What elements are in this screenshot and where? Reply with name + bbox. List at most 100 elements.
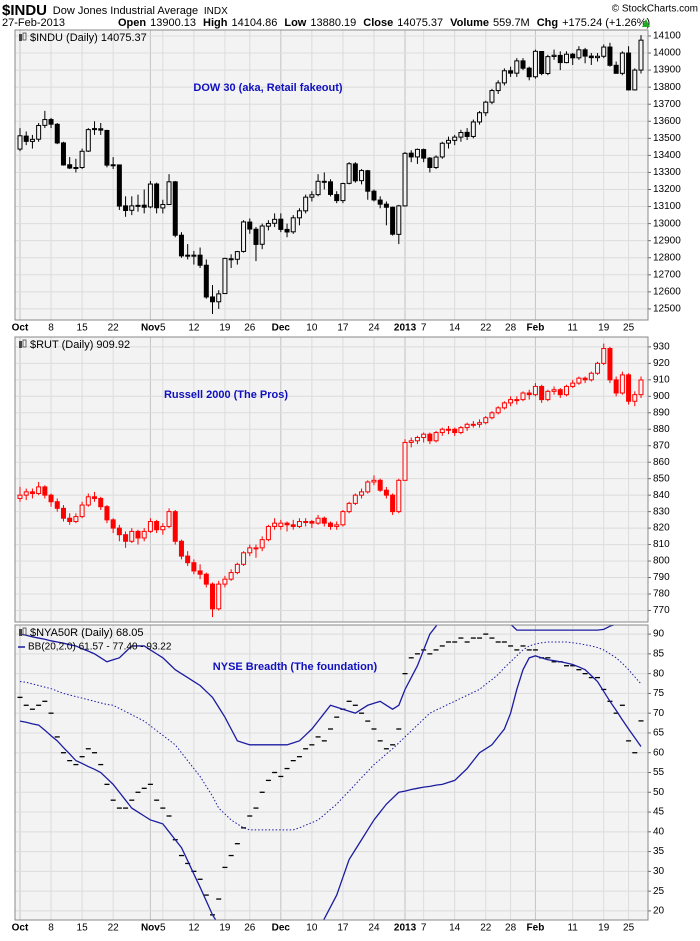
candle-body: [247, 547, 253, 554]
candle-body: [303, 521, 309, 524]
title-icon: [22, 339, 27, 348]
y-tick-label: 85: [653, 649, 665, 660]
x-tick-label: 11: [567, 323, 578, 334]
candle-body: [346, 502, 352, 513]
y-tick-label: 910: [653, 374, 670, 385]
candle-body: [551, 54, 557, 57]
candle-body: [532, 385, 538, 396]
candle-body: [290, 217, 296, 233]
x-tick-label: 2013: [394, 923, 417, 934]
panel-title: $NYA50R (Daily) 68.05: [30, 627, 144, 639]
y-tick-label: 13800: [653, 82, 681, 93]
x-tick-label: Oct: [12, 923, 29, 934]
candle-body: [371, 190, 377, 201]
candle-body: [588, 55, 594, 59]
candle-body: [563, 385, 569, 396]
candle-body: [601, 46, 607, 57]
candle-body: [54, 123, 60, 144]
candle-body: [191, 254, 197, 257]
candle-body: [234, 563, 240, 574]
candle-body: [340, 183, 346, 202]
x-tick-label: Dec: [272, 923, 291, 934]
candle-body: [495, 82, 501, 92]
candle-body: [110, 519, 116, 529]
y-tick-label: 40: [653, 826, 665, 837]
candle-body: [371, 479, 377, 483]
candle-body: [104, 506, 110, 521]
candle-body: [85, 129, 91, 152]
candle-body: [60, 142, 66, 166]
candle-body: [303, 196, 309, 212]
x-tick-label: Nov: [141, 323, 160, 334]
candle-body: [265, 525, 271, 541]
y-tick-label: 12900: [653, 235, 681, 246]
candle-body: [576, 49, 582, 59]
candle-body: [495, 407, 501, 414]
candle-body: [508, 70, 514, 74]
candle-body: [365, 170, 371, 192]
y-tick-label: 13100: [653, 201, 681, 212]
candle-body: [197, 254, 203, 266]
candle-body: [197, 570, 203, 575]
x-tick-label: Feb: [527, 923, 545, 934]
candle-body: [135, 204, 141, 207]
x-tick-label: 26: [244, 923, 256, 934]
candle-body: [551, 389, 557, 392]
candle-body: [570, 53, 576, 59]
x-tick-label: 19: [219, 923, 231, 934]
x-tick-label: 15: [77, 923, 89, 934]
candle-body: [352, 163, 358, 182]
candle-body: [607, 348, 613, 381]
candle-body: [129, 530, 135, 542]
credit: © StockCharts.com: [612, 4, 698, 15]
x-tick-label: 22: [480, 323, 492, 334]
candle-body: [464, 423, 470, 429]
x-tick-label: 17: [337, 323, 349, 334]
candle-body: [421, 149, 427, 159]
candle-body: [278, 522, 284, 527]
y-tick-label: 12800: [653, 252, 681, 263]
candle-body: [60, 507, 66, 519]
candle-body: [29, 138, 35, 142]
candle-body: [73, 516, 79, 523]
candle-body: [178, 540, 184, 557]
candle-body: [166, 181, 172, 206]
candle-body: [619, 374, 625, 394]
x-tick-label: 2013: [394, 323, 417, 334]
candle-body: [545, 56, 551, 74]
x-tick-label: 14: [449, 323, 461, 334]
candle-body: [92, 128, 98, 131]
candle-body: [570, 382, 576, 387]
candle-body: [452, 136, 458, 141]
candle-body: [309, 521, 315, 524]
exchange: INDX: [204, 6, 228, 17]
candle-body: [396, 479, 402, 513]
candle-body: [48, 119, 54, 125]
y-tick-label: 45: [653, 807, 665, 818]
date: 27-Feb-2013: [2, 17, 65, 29]
candle-body: [73, 166, 79, 169]
candle-body: [433, 432, 439, 442]
x-tick-label: 15: [77, 323, 89, 334]
y-tick-label: 820: [653, 523, 670, 534]
x-tick-label: 22: [108, 323, 120, 334]
candle-body: [36, 125, 42, 140]
panel-title: $RUT (Daily) 909.92: [30, 339, 130, 351]
candle-body: [160, 525, 166, 531]
candle-body: [545, 390, 551, 401]
candle-body: [296, 521, 302, 527]
title-icon: [19, 341, 22, 348]
stat-value: 14075.37: [397, 17, 443, 29]
candle-body: [321, 517, 327, 524]
candle-body: [334, 194, 340, 202]
plot-background: [15, 337, 648, 622]
candle-body: [315, 517, 321, 524]
candle-body: [309, 194, 315, 198]
candle-body: [439, 428, 445, 434]
candle-body: [483, 101, 489, 114]
x-tick-label: 7: [421, 923, 427, 934]
candle-body: [315, 180, 321, 196]
candle-body: [67, 164, 73, 169]
candle-body: [216, 293, 222, 303]
